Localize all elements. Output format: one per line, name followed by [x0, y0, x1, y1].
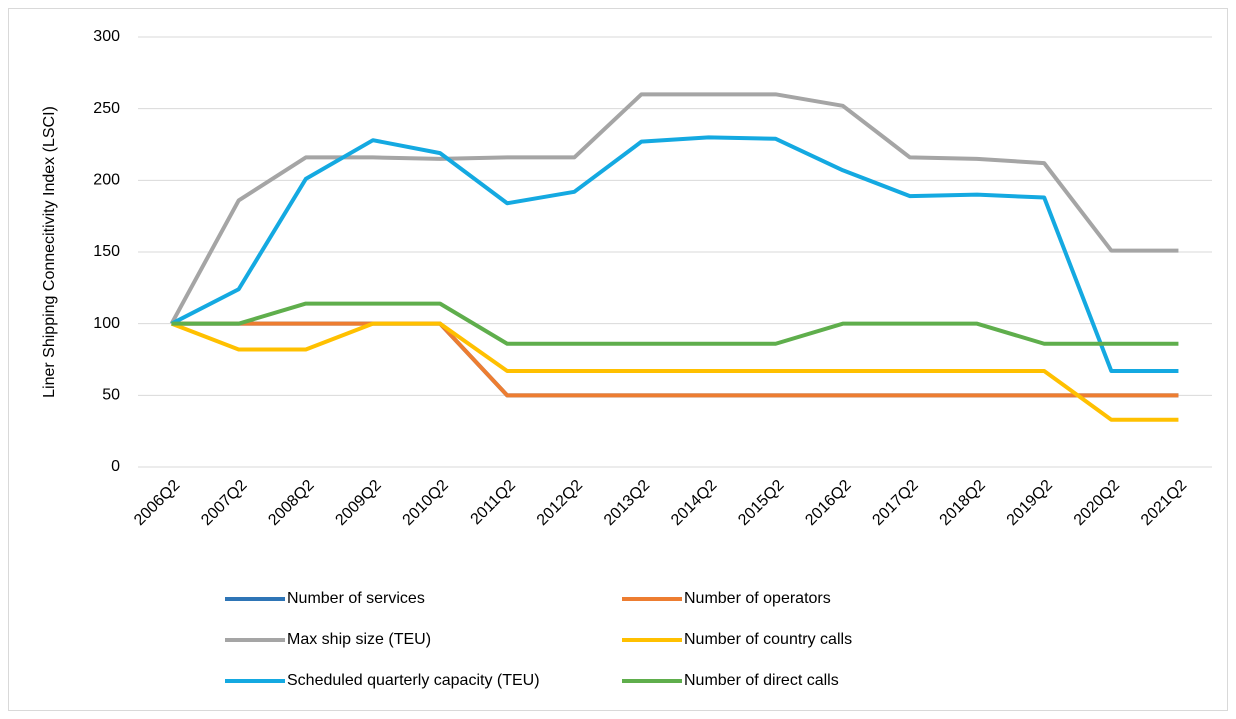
legend-label: Number of services: [287, 590, 425, 607]
y-tick-label: 250: [93, 100, 120, 117]
y-tick-label: 150: [93, 243, 120, 260]
series-line: [170, 321, 1179, 422]
legend-label: Number of country calls: [684, 631, 852, 648]
series-line: [170, 135, 1179, 373]
legend-label: Max ship size (TEU): [287, 631, 431, 648]
y-tick-label: 200: [93, 172, 120, 189]
chart-frame: [8, 8, 1228, 711]
y-axis-label: Liner Shipping Connecitivity Index (LSCI…: [41, 106, 58, 398]
y-tick-label: 300: [93, 28, 120, 45]
series-line: [171, 321, 1179, 398]
series-line: [171, 301, 1179, 346]
legend-label: Number of operators: [684, 590, 831, 607]
legend-label: Number of direct calls: [684, 672, 839, 689]
y-tick-label: 50: [102, 387, 120, 404]
legend-label: Scheduled quarterly capacity (TEU): [287, 672, 540, 689]
y-tick-label: 100: [93, 315, 120, 332]
y-tick-label: 0: [111, 458, 120, 475]
